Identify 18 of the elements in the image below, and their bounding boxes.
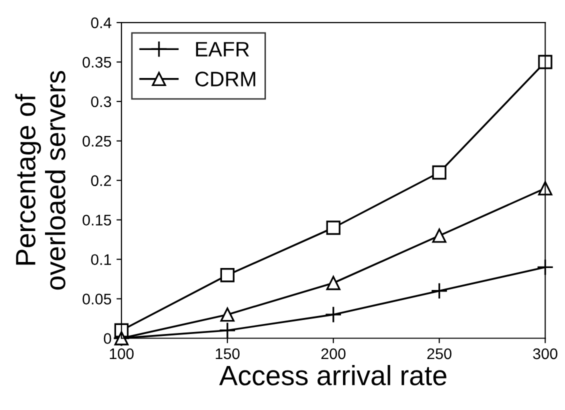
x-tick-label: 250 — [427, 348, 452, 360]
x-tick-label: 200 — [321, 348, 346, 360]
y-tick-label: 0.4 — [91, 17, 112, 28]
y-axis-title: Percentage of overloaed servers — [15, 71, 66, 290]
y-tick-label: 0.2 — [91, 175, 111, 186]
legend-label: EAFR — [196, 42, 249, 56]
x-tick-label: 300 — [533, 348, 558, 360]
x-tick-label: 150 — [216, 348, 240, 360]
y-tick-label: 0.25 — [82, 136, 112, 147]
x-axis-title: Access arrival rate — [219, 364, 446, 386]
x-tick-label: 100 — [110, 348, 134, 360]
y-tick-label: 0.35 — [82, 56, 112, 68]
y-tick-label: 0.15 — [82, 214, 112, 226]
y-tick-label: 0 — [104, 333, 112, 344]
legend-label: CDRM — [195, 72, 256, 86]
y-tick-label: 0.3 — [91, 96, 112, 108]
y-tick-label: 0.1 — [91, 254, 112, 266]
y-tick-label: 0.05 — [82, 294, 112, 304]
